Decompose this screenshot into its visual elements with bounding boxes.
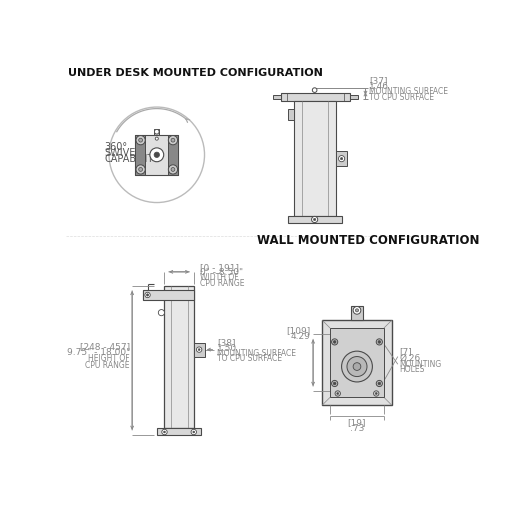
Circle shape (154, 152, 160, 158)
Bar (165, 285, 194, 428)
Bar (288, 216, 342, 223)
Circle shape (374, 391, 379, 396)
Bar (155, 128, 159, 135)
Circle shape (168, 165, 178, 174)
Circle shape (314, 218, 316, 220)
Circle shape (333, 341, 336, 343)
Text: 1.46: 1.46 (369, 82, 389, 91)
Text: 360°: 360° (105, 142, 128, 152)
Circle shape (338, 155, 345, 162)
Text: CPU RANGE: CPU RANGE (200, 279, 244, 288)
Text: CAPABILITY: CAPABILITY (105, 154, 160, 164)
Circle shape (341, 351, 372, 382)
Text: [37]: [37] (369, 76, 388, 85)
Circle shape (335, 391, 340, 396)
Bar (168, 135, 178, 175)
Circle shape (155, 129, 159, 134)
Circle shape (347, 357, 367, 376)
Bar (157, 428, 201, 435)
Bar (135, 135, 145, 175)
Circle shape (196, 347, 202, 353)
Text: 1.50: 1.50 (217, 344, 237, 353)
Text: [38]: [38] (217, 338, 235, 347)
Bar (273, 95, 281, 99)
Circle shape (333, 382, 336, 385)
Circle shape (312, 88, 317, 93)
Text: HOLES: HOLES (399, 365, 425, 374)
Bar (330, 328, 384, 397)
Circle shape (353, 363, 361, 370)
Text: WIDTH OF: WIDTH OF (200, 274, 238, 282)
Circle shape (164, 431, 166, 433)
Text: [19]: [19] (348, 418, 366, 427)
Bar (322, 320, 392, 405)
Circle shape (162, 430, 167, 435)
Circle shape (353, 306, 361, 314)
Bar (350, 95, 358, 99)
Circle shape (376, 339, 382, 345)
Circle shape (155, 137, 159, 140)
Circle shape (312, 216, 318, 223)
Circle shape (191, 430, 196, 435)
Bar (294, 101, 336, 216)
Text: TO CPU SURFACE: TO CPU SURFACE (369, 93, 434, 101)
Text: MOUNTING SURFACE: MOUNTING SURFACE (369, 87, 448, 96)
Circle shape (136, 165, 145, 174)
Text: .73: .73 (350, 424, 364, 434)
Circle shape (150, 148, 164, 162)
Circle shape (375, 393, 377, 395)
Circle shape (378, 341, 381, 343)
Circle shape (171, 167, 175, 172)
Circle shape (171, 138, 175, 142)
Circle shape (337, 393, 339, 395)
Text: CPU RANGE: CPU RANGE (85, 360, 130, 370)
Text: UNDER DESK MOUNTED CONFIGURATION: UNDER DESK MOUNTED CONFIGURATION (68, 68, 323, 78)
Circle shape (356, 309, 359, 312)
Text: [7]: [7] (399, 347, 412, 356)
Circle shape (146, 294, 148, 296)
Circle shape (136, 136, 145, 145)
Bar (194, 343, 205, 357)
Circle shape (332, 339, 338, 345)
Text: 4.29: 4.29 (291, 332, 311, 341)
Bar (336, 151, 347, 166)
Circle shape (168, 136, 178, 145)
Circle shape (378, 382, 381, 385)
Bar (288, 109, 294, 120)
Circle shape (159, 309, 165, 316)
Text: Ø.26: Ø.26 (399, 354, 421, 362)
Circle shape (145, 292, 150, 297)
Text: HEIGHT OF: HEIGHT OF (88, 354, 130, 363)
Text: MOUNTING SURFACE: MOUNTING SURFACE (217, 349, 296, 358)
Circle shape (376, 381, 382, 386)
Text: [248 - 457]: [248 - 457] (80, 342, 130, 351)
Text: [0 - 191]: [0 - 191] (200, 263, 239, 272)
Text: MOUNTING: MOUNTING (399, 360, 441, 369)
Text: 0" - 8.50": 0" - 8.50" (200, 268, 243, 277)
Circle shape (193, 431, 194, 433)
Circle shape (332, 381, 338, 386)
Bar (135, 135, 178, 175)
Circle shape (109, 107, 205, 202)
Circle shape (198, 349, 200, 350)
Circle shape (340, 158, 343, 160)
Text: SWIVEL: SWIVEL (105, 148, 141, 158)
Bar (351, 306, 363, 320)
Circle shape (139, 138, 142, 142)
Circle shape (139, 167, 142, 172)
Text: 9.75" - 18.00": 9.75" - 18.00" (67, 348, 130, 357)
Text: TO CPU SURFACE: TO CPU SURFACE (217, 354, 282, 363)
Text: [109]: [109] (286, 326, 311, 335)
Bar (281, 93, 350, 101)
Text: WALL MOUNTED CONFIGURATION: WALL MOUNTED CONFIGURATION (257, 234, 479, 247)
Bar (143, 290, 194, 300)
